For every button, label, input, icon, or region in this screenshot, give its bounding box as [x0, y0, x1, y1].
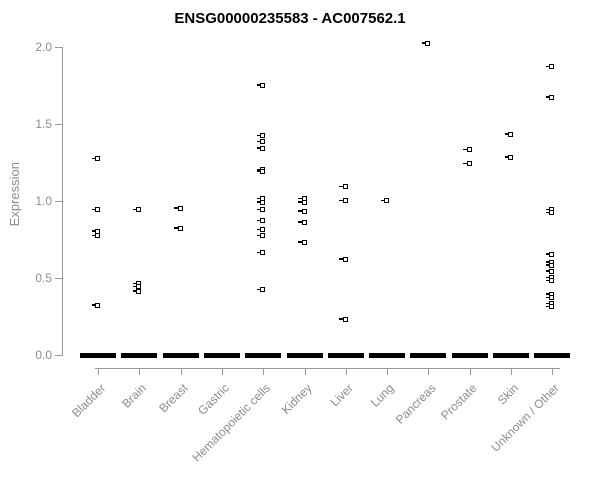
y-tick-label: 0.0 — [35, 348, 52, 362]
chart-title: ENSG00000235583 - AC007562.1 — [174, 10, 406, 27]
data-point — [339, 198, 348, 203]
data-point — [545, 251, 555, 257]
x-category-label-text: Skin — [494, 381, 521, 408]
data-point — [256, 207, 266, 213]
x-axis-line — [95, 368, 561, 369]
data-point — [91, 207, 100, 213]
data-point — [91, 302, 100, 308]
zero-expression-bar — [80, 352, 116, 358]
data-point — [298, 219, 307, 225]
x-axis-tick — [469, 368, 471, 375]
zero-expression-bar — [534, 352, 571, 358]
x-category-label-text: Bladder — [68, 381, 108, 421]
data-point — [256, 199, 266, 205]
x-axis-tick — [511, 368, 512, 375]
data-point — [256, 145, 266, 151]
y-axis-tick — [55, 355, 62, 356]
data-point — [504, 131, 513, 137]
data-point — [256, 227, 266, 233]
data-point — [256, 133, 266, 139]
y-axis-tick — [55, 47, 62, 48]
y-axis-tick — [55, 201, 62, 202]
data-point — [545, 64, 555, 70]
y-tick-label: 0.5 — [35, 271, 52, 285]
x-axis-tick — [345, 368, 347, 375]
zero-expression-bar — [451, 352, 488, 358]
data-point — [504, 154, 513, 160]
data-point — [545, 210, 555, 216]
x-category-label-text: Prostate — [438, 381, 480, 423]
zero-expression-bar — [327, 352, 364, 358]
data-point — [174, 205, 183, 211]
data-point — [298, 199, 307, 205]
zero-expression-bar — [245, 352, 282, 358]
data-point — [463, 161, 472, 167]
zero-expression-bar — [369, 352, 406, 358]
zero-expression-bar — [121, 352, 158, 358]
x-axis-tick — [428, 368, 430, 375]
data-point — [256, 218, 266, 224]
y-axis-title: Expression — [7, 162, 23, 242]
x-axis-tick — [221, 368, 223, 375]
y-axis-title-text: Expression — [7, 162, 22, 227]
data-point — [256, 139, 266, 145]
data-point — [545, 295, 555, 301]
y-axis-tick — [55, 124, 62, 125]
zero-expression-bar — [410, 352, 447, 358]
data-point — [545, 278, 555, 284]
x-category-label-text: Kidney — [278, 381, 315, 417]
data-point — [256, 82, 266, 88]
data-point — [545, 268, 555, 274]
data-point — [545, 304, 555, 310]
data-point — [380, 198, 390, 203]
zero-expression-bar — [203, 352, 240, 358]
data-point — [132, 207, 142, 213]
data-point — [256, 287, 266, 293]
data-point — [463, 147, 472, 153]
data-point — [91, 233, 100, 239]
x-category-label-text: Breast — [156, 381, 191, 416]
data-point — [91, 156, 100, 162]
x-category-label-text: Pancreas — [392, 381, 439, 427]
x-axis-tick — [552, 368, 554, 375]
y-tick-label: 2.0 — [35, 40, 52, 54]
x-category-label-text: Liver — [327, 381, 356, 410]
data-point — [339, 316, 348, 322]
zero-expression-bar — [286, 352, 323, 358]
x-axis-tick — [263, 368, 265, 375]
data-point — [545, 262, 555, 268]
zero-expression-bar — [162, 352, 199, 358]
data-point — [298, 239, 307, 245]
data-point — [256, 250, 266, 256]
data-point — [339, 184, 348, 190]
data-point — [339, 256, 348, 262]
x-axis-tick — [139, 368, 141, 375]
x-category-label-text: Lung — [368, 381, 397, 410]
x-axis-tick — [387, 368, 389, 375]
y-tick-label: 1.0 — [35, 194, 52, 208]
y-axis-line — [62, 47, 63, 356]
data-point — [256, 233, 266, 239]
data-point — [256, 168, 266, 174]
data-point — [421, 40, 431, 46]
y-tick-label: 1.5 — [35, 117, 52, 131]
data-point — [132, 284, 142, 290]
x-axis-tick — [98, 368, 99, 375]
x-axis-tick — [180, 368, 182, 375]
data-point — [132, 288, 142, 294]
x-axis-tick — [304, 368, 306, 375]
data-point — [91, 228, 100, 234]
data-point — [174, 225, 183, 231]
x-category-label-text: Gastric — [195, 381, 232, 418]
data-point — [298, 208, 307, 214]
data-point — [545, 94, 555, 100]
x-category-label-text: Hematopoietic cells — [189, 381, 274, 465]
x-category-label-text: Brain — [119, 381, 150, 411]
zero-expression-bar — [493, 352, 529, 358]
y-axis-tick — [55, 278, 62, 279]
